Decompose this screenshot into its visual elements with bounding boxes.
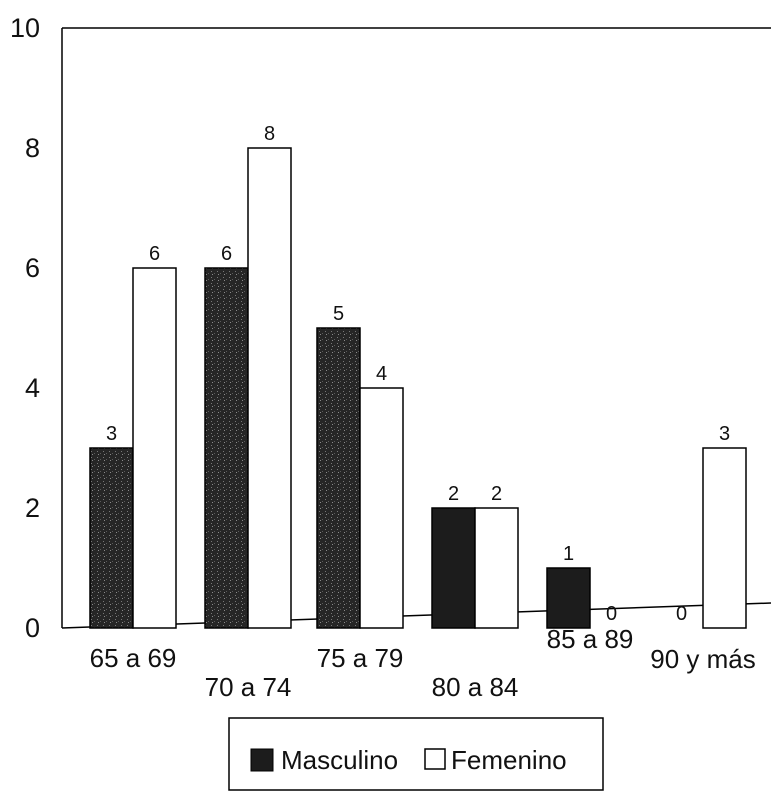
y-axis: 0 2 4 6 8 10 (10, 13, 40, 643)
data-label: 6 (149, 243, 160, 265)
legend-swatch-masculino (250, 748, 274, 772)
bar-femenino-3 (359, 387, 404, 629)
data-label: 2 (448, 483, 459, 505)
bar-masculino-3 (316, 327, 361, 629)
data-label: 5 (333, 303, 344, 325)
bar-femenino-1 (132, 267, 177, 629)
y-tick-label: 6 (25, 253, 40, 283)
data-label: 8 (264, 123, 275, 145)
bar-femenino-4 (474, 507, 519, 629)
data-label: 2 (491, 483, 502, 505)
bar-femenino-2 (247, 147, 292, 629)
x-category-label: 65 a 69 (90, 643, 177, 673)
legend-swatch-femenino (424, 748, 446, 770)
y-tick-label: 0 (25, 613, 40, 643)
bar-masculino-2 (204, 267, 249, 629)
data-label: 4 (376, 363, 387, 385)
data-label: 3 (719, 423, 730, 445)
x-category-label: 70 a 74 (205, 672, 292, 702)
x-category-label: 90 y más (650, 644, 756, 674)
x-axis-line (61, 602, 771, 629)
data-label: 1 (563, 543, 574, 565)
bar-masculino-1 (89, 447, 134, 629)
x-category-label: 80 a 84 (432, 672, 519, 702)
x-category-label: 85 a 89 (547, 624, 634, 654)
y-tick-label: 8 (25, 133, 40, 163)
data-label: 6 (221, 243, 232, 265)
legend-label-femenino: Femenino (451, 745, 567, 775)
x-category-label: 75 a 79 (317, 643, 404, 673)
legend: Masculino Femenino (228, 717, 604, 791)
legend-label-masculino: Masculino (281, 745, 398, 775)
data-label: 0 (676, 603, 687, 625)
bars-group: 3 6 6 8 5 4 2 2 1 0 0 3 (89, 123, 747, 629)
y-tick-label: 4 (25, 373, 40, 403)
legend-box (228, 717, 604, 791)
data-label: 3 (106, 423, 117, 445)
plot-frame (61, 27, 771, 629)
bar-masculino-4 (431, 507, 476, 629)
x-axis: 65 a 69 70 a 74 75 a 79 80 a 84 85 a 89 90 y … (90, 624, 756, 702)
y-tick-label: 2 (25, 493, 40, 523)
data-label: 0 (606, 603, 617, 625)
y-tick-label: 10 (10, 13, 40, 43)
bar-masculino-5 (546, 567, 591, 629)
bar-femenino-6 (702, 447, 747, 629)
